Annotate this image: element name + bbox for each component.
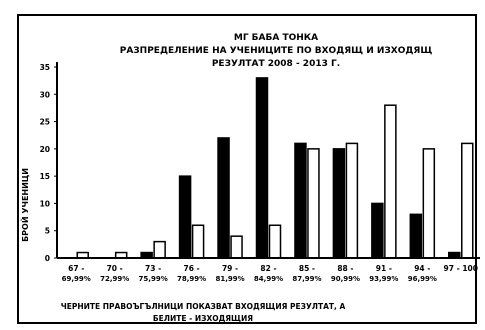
y-axis-ticks: 0 5 10 15 20 25 30 35 [40,63,57,263]
chart-title: МГ БАБА ТОНКА РАЗПРЕДЕЛЕНИЕ НА УЧЕНИЦИТЕ… [120,33,433,69]
black-bar-5 [217,137,230,259]
title-line-2: РАЗПРЕДЕЛЕНИЕ НА УЧЕНИЦИТЕ ПО ВХОДЯЩ И И… [120,46,433,56]
x-tick-label: 85 - [299,264,315,273]
x-tick-label-range: 75,99% [139,275,168,283]
y-tick-label: 35 [40,63,50,72]
y-tick-label: 5 [45,227,50,236]
x-tick-label: 82 - [260,264,276,273]
y-tick-label: 25 [40,118,50,127]
y-tick-label: 0 [45,254,50,263]
x-tick-label-range: 90,99% [331,275,360,283]
black-bar-8 [332,148,346,259]
x-tick-label: 73 - [145,264,161,273]
title-line-1: МГ БАБА ТОНКА [234,33,318,43]
black-bar-7 [294,142,307,259]
chart-frame [17,14,477,324]
x-tick-label: 79 - [222,264,238,273]
title-line-3: РЕЗУЛТАТ 2008 - 2013 Г. [212,59,340,69]
bars [76,77,474,259]
x-tick-label-range: 87,99% [292,275,321,283]
y-tick-label: 10 [40,199,50,208]
x-tick-label: 97 - 100 [444,264,478,273]
black-bar-10 [409,213,423,259]
x-tick-label: 67 - [68,264,84,273]
x-tick-label: 94 - [414,264,430,273]
white-bar-8 [345,142,359,259]
x-axis-labels: 67 - 69,99% 70 - 72,99% 73 - 75,99% 76 - 78,99%… [62,264,478,283]
white-bar-7 [307,148,320,259]
black-bar-6 [255,77,269,259]
white-bar-3 [153,240,166,259]
white-bar-11 [461,142,474,259]
white-bar-6 [268,224,282,259]
note-line-2: БЕЛИТЕ - ИЗХОДЯЩИЯ [153,314,253,323]
black-bar-9 [371,202,384,259]
white-bar-4 [191,224,205,259]
x-tick-label: 76 - [184,264,200,273]
x-tick-label-range: 93,99% [369,275,398,283]
x-tick-label-range: 78,99% [177,275,206,283]
y-tick-label: 30 [40,90,50,99]
white-bar-9 [384,104,397,259]
y-tick-label: 15 [40,172,50,181]
y-tick-label: 20 [40,145,50,154]
x-tick-label-range: 81,99% [215,275,244,283]
x-tick-label: 91 - [376,264,392,273]
white-bar-10 [422,148,436,259]
x-tick-label-range: 96,99% [408,275,437,283]
note-line-1: ЧЕРНИТЕ ПРАВОЪГЪЛНИЦИ ПОКАЗВАТ ВХОДЯЩИЯ … [61,302,346,311]
x-tick-label: 70 - [107,264,123,273]
x-tick-label-range: 69,99% [62,275,91,283]
x-tick-label-range: 84,99% [254,275,283,283]
x-tick-label-range: 72,99% [100,275,129,283]
x-tick-label: 88 - [337,264,353,273]
white-bar-5 [230,235,243,259]
black-bar-4 [178,175,192,259]
y-axis-label: БРОЙ УЧЕНИЦИ [19,168,30,242]
